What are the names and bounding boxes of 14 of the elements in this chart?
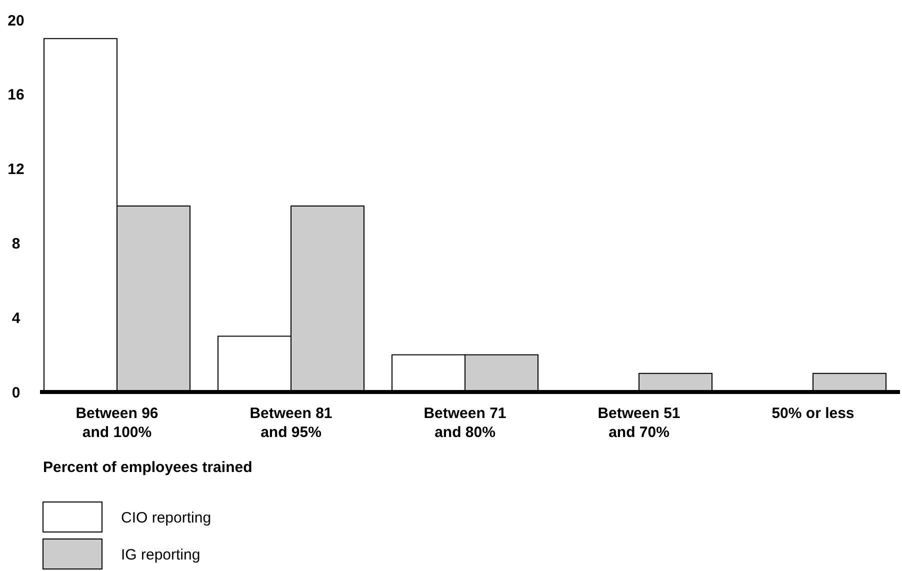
- x-tick-label: Between 51 and 70%: [598, 405, 680, 441]
- x-axis-title: Percent of employees trained: [43, 459, 252, 476]
- legend-label: IG reporting: [121, 546, 200, 564]
- legend-label: CIO reporting: [121, 509, 212, 526]
- x-tick-label: Between 96 and 100%: [76, 405, 158, 441]
- y-tick-label: 20: [8, 12, 24, 30]
- y-tick-label: 16: [8, 86, 24, 104]
- y-tick-label: 12: [8, 161, 24, 178]
- y-tick-label: 0: [12, 384, 20, 402]
- x-tick-label: Between 71 and 80%: [424, 405, 506, 441]
- y-tick-label: 8: [12, 235, 20, 252]
- x-tick-label: Between 81 and 95%: [250, 405, 332, 441]
- x-tick-label: 50% or less: [772, 405, 854, 422]
- y-tick-label: 4: [12, 310, 21, 327]
